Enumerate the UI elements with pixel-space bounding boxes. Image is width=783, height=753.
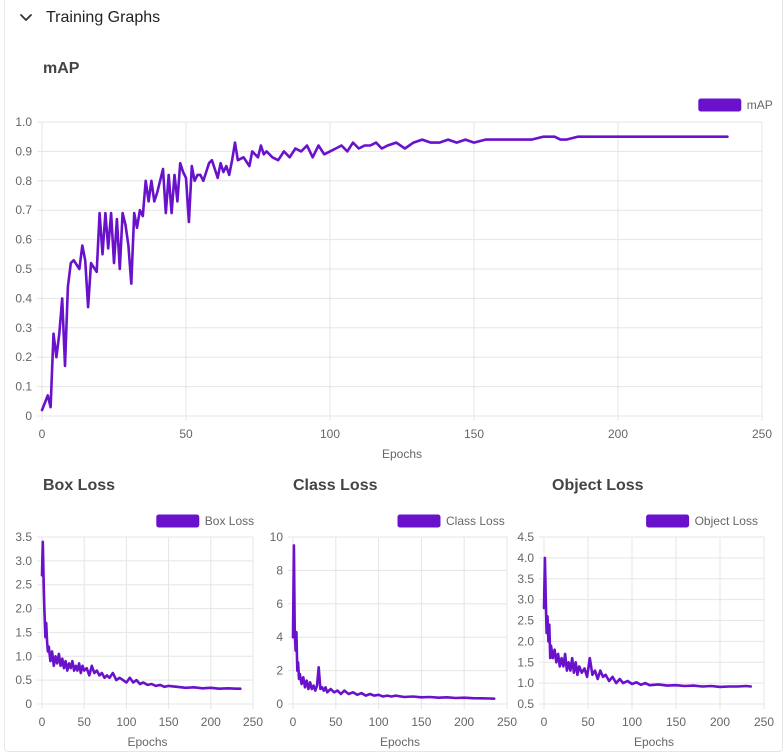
chart-map: 0 50 100 150 200 250 0 0.1 0.2 0.3 0.4 0.5 0.6 0.7 0.8… <box>15 98 773 461</box>
section-header[interactable]: Training Graphs <box>19 6 160 30</box>
chevron-down-icon[interactable] <box>19 13 33 23</box>
x-tick-label: 250 <box>243 715 263 729</box>
x-tick-label: 100 <box>369 715 389 729</box>
y-tick-label: 3.5 <box>517 572 534 586</box>
x-tick-label: 250 <box>497 715 517 729</box>
chart-title-box: Box Loss <box>43 477 116 494</box>
legend-swatch[interactable] <box>646 514 690 528</box>
x-tick-label: 100 <box>320 427 340 441</box>
y-tick-label: 3.0 <box>15 554 32 568</box>
y-tick-label: 0.4 <box>15 291 32 305</box>
legend-label[interactable]: Class Loss <box>446 514 505 528</box>
y-tick-label: 0.5 <box>517 697 534 711</box>
y-tick-label: 1.0 <box>15 115 32 129</box>
chart-title-class: Class Loss <box>293 477 378 494</box>
y-tick-label: 2.5 <box>517 614 534 628</box>
series-line-object <box>542 556 753 689</box>
x-tick-label: 0 <box>39 427 46 441</box>
series-line-map <box>40 135 729 412</box>
x-tick-label: 200 <box>201 715 221 729</box>
legend-swatch[interactable] <box>698 98 742 112</box>
y-tick-label: 3.0 <box>517 593 534 607</box>
y-tick-label: 8 <box>276 563 283 577</box>
legend-label[interactable]: mAP <box>747 98 773 112</box>
chart-class: 0 50 100 150 200 250 0 2 4 6 8 10 Epochs Class Loss <box>270 514 518 749</box>
section-title: Training Graphs <box>46 9 161 26</box>
x-tick-label: 200 <box>454 715 474 729</box>
x-tick-label: 250 <box>752 427 772 441</box>
x-tick-label: 150 <box>159 715 179 729</box>
x-axis-label: Epochs <box>634 735 674 749</box>
legend-swatch[interactable] <box>397 514 441 528</box>
chart-title-map: mAP <box>43 60 80 77</box>
x-tick-label: 100 <box>116 715 136 729</box>
series-line-box <box>40 540 242 691</box>
y-tick-label: 2.0 <box>517 634 534 648</box>
y-tick-label: 0.5 <box>15 262 32 276</box>
y-tick-label: 0.8 <box>15 174 32 188</box>
y-tick-label: 0.9 <box>15 144 32 158</box>
legend-label[interactable]: Box Loss <box>205 514 254 528</box>
y-tick-label: 1.0 <box>517 676 534 690</box>
x-tick-label: 250 <box>754 715 774 729</box>
y-tick-label: 2.0 <box>15 602 32 616</box>
x-axis-label: Epochs <box>127 735 167 749</box>
chart-title-object: Object Loss <box>552 477 644 494</box>
y-tick-label: 0 <box>276 697 283 711</box>
x-tick-label: 150 <box>666 715 686 729</box>
y-tick-label: 1.5 <box>517 655 534 669</box>
y-tick-label: 4.0 <box>517 551 534 565</box>
x-tick-label: 0 <box>39 715 46 729</box>
x-tick-label: 200 <box>710 715 730 729</box>
x-tick-label: 0 <box>541 715 548 729</box>
x-axis-label: Epochs <box>380 735 420 749</box>
y-tick-label: 1.0 <box>15 649 32 663</box>
x-tick-label: 50 <box>179 427 193 441</box>
x-tick-label: 50 <box>329 715 343 729</box>
y-tick-label: 0.3 <box>15 321 32 335</box>
y-tick-label: 0 <box>25 409 32 423</box>
y-tick-label: 2 <box>276 664 283 678</box>
x-tick-label: 100 <box>622 715 642 729</box>
x-tick-label: 0 <box>290 715 297 729</box>
x-tick-label: 150 <box>464 427 484 441</box>
x-tick-label: 50 <box>581 715 595 729</box>
x-tick-label: 200 <box>608 427 628 441</box>
y-tick-label: 2.5 <box>15 578 32 592</box>
y-tick-label: 0.5 <box>15 673 32 687</box>
y-tick-label: 0.7 <box>15 203 32 217</box>
chart-box: 0 50 100 150 200 250 0 0.5 1.0 1.5 2.0 2.5 3.0 3.5 Epo… <box>15 514 263 749</box>
y-tick-label: 0 <box>25 697 32 711</box>
x-tick-label: 150 <box>411 715 431 729</box>
y-tick-label: 4 <box>276 630 283 644</box>
y-tick-label: 0.2 <box>15 350 32 364</box>
x-axis-label: Epochs <box>382 447 422 461</box>
legend-label[interactable]: Object Loss <box>695 514 758 528</box>
y-tick-label: 4.5 <box>517 530 534 544</box>
y-tick-label: 0.6 <box>15 233 32 247</box>
legend-swatch[interactable] <box>156 514 200 528</box>
y-tick-label: 10 <box>270 530 284 544</box>
y-tick-label: 3.5 <box>15 530 32 544</box>
y-tick-label: 1.5 <box>15 625 32 639</box>
y-tick-label: 6 <box>276 597 283 611</box>
y-tick-label: 0.1 <box>15 380 32 394</box>
series-line-class <box>291 544 496 701</box>
chart-object: 0 50 100 150 200 250 0.5 1.0 1.5 2.0 2.5 3.0 3.5 4.0 4… <box>517 514 774 749</box>
x-tick-label: 50 <box>78 715 92 729</box>
